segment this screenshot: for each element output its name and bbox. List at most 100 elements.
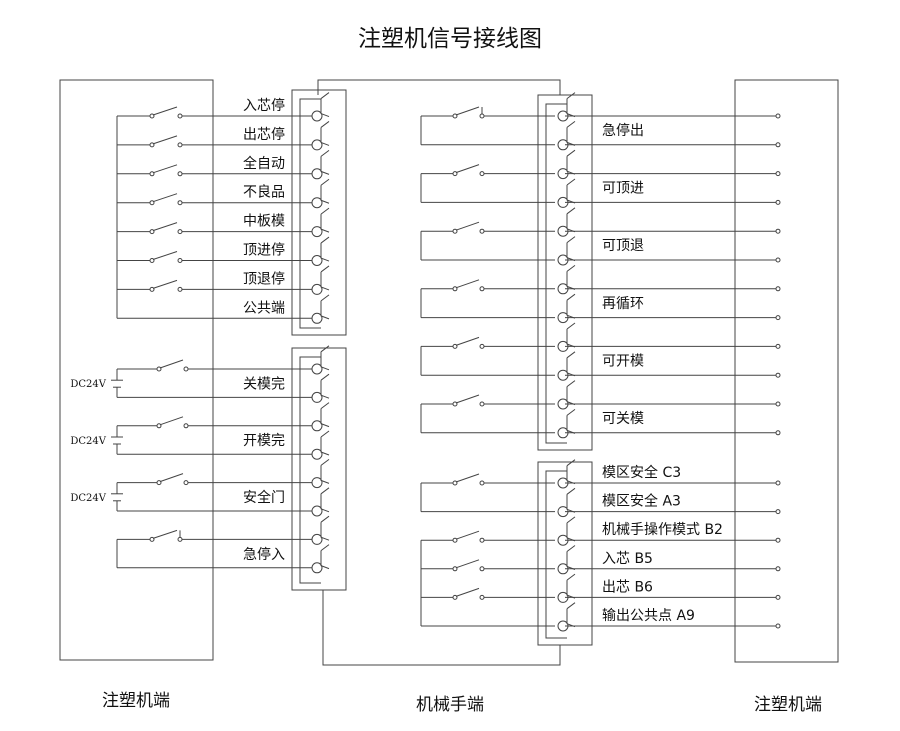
input-label-6: 顶进停	[243, 242, 285, 259]
switch-contact	[479, 286, 485, 292]
mode-label-5: 出芯 B6	[602, 579, 653, 595]
robot-box	[317, 79, 561, 666]
footer-middle-label: 机械手端	[416, 695, 484, 715]
dc24v-label: DC24V	[70, 436, 106, 447]
terminal-screw	[311, 562, 323, 574]
switch-blade	[152, 529, 178, 539]
output-terminal	[775, 286, 781, 292]
terminal-screw	[311, 168, 323, 180]
signal-label-4: 急停入	[243, 546, 285, 563]
output-label-1: 急停出	[602, 122, 644, 139]
terminal-block-inner	[545, 470, 567, 639]
terminal-screw	[311, 420, 323, 432]
output-terminal	[775, 537, 781, 543]
mode-label-1: 模区安全 C3	[602, 464, 681, 481]
terminal-clamps	[320, 345, 330, 570]
switch-contact	[183, 366, 189, 372]
switch-contact	[452, 566, 458, 572]
switch-contact	[183, 423, 189, 429]
switch-blade	[455, 559, 480, 569]
terminal-screw	[311, 283, 323, 295]
input-label-3: 全自动	[243, 155, 285, 172]
switch-contact	[183, 480, 189, 486]
switch-blade	[152, 222, 178, 232]
switch-contact	[149, 171, 155, 177]
switch-contact	[149, 286, 155, 292]
input-label-4: 不良品	[243, 185, 285, 201]
switch-contact	[452, 286, 458, 292]
terminal-block-inner	[299, 356, 321, 584]
switch-contact	[156, 366, 162, 372]
switch-contact	[177, 258, 183, 263]
terminal-screw	[311, 197, 323, 209]
switch-contact	[177, 286, 183, 292]
switch-contact	[452, 228, 458, 234]
switch-contact	[177, 171, 183, 177]
switch-blade	[159, 416, 184, 426]
output-terminal	[775, 623, 781, 629]
switch-blade	[152, 279, 178, 289]
diagram-title: 注塑机信号接线图	[358, 26, 542, 52]
output-terminal	[775, 480, 781, 486]
terminal-screw	[311, 505, 323, 517]
switch-blade	[455, 106, 480, 116]
switch-blade	[152, 193, 178, 203]
switch-blade	[455, 164, 480, 174]
output-terminal	[775, 566, 781, 572]
switch-blade	[152, 135, 178, 145]
switch-blade	[159, 473, 184, 483]
output-terminal	[775, 594, 781, 600]
switch-contact	[452, 401, 458, 407]
terminal-screw	[311, 312, 323, 324]
terminal-block	[291, 347, 347, 591]
switch-contact	[452, 480, 458, 486]
switch-contact	[479, 401, 485, 407]
switch-blade	[152, 106, 178, 116]
switch-blade	[455, 279, 480, 289]
dc24v-label: DC24V	[70, 493, 106, 504]
switch-contact	[156, 480, 162, 486]
switch-blade	[152, 164, 178, 174]
switch-contact	[149, 536, 155, 542]
switch-contact	[479, 566, 485, 572]
switch-blade	[455, 530, 480, 540]
terminal-screw	[311, 477, 323, 489]
switch-blade	[152, 251, 178, 260]
terminal-block	[291, 89, 347, 336]
switch-contact	[479, 537, 485, 543]
terminal-screw	[311, 226, 323, 238]
terminal-screw	[311, 139, 323, 151]
terminal-clamps	[320, 92, 330, 320]
output-terminal	[775, 372, 781, 378]
switch-contact	[177, 229, 183, 235]
output-terminal	[775, 142, 781, 148]
switch-contact	[156, 423, 162, 429]
signal-label-2: 开模完	[243, 433, 285, 449]
mode-label-4: 入芯 B5	[602, 551, 653, 567]
switch-contact	[452, 537, 458, 543]
output-terminal	[775, 257, 781, 263]
mode-label-6: 输出公共点 A9	[602, 608, 695, 624]
terminal-block	[537, 94, 593, 451]
switch-blade	[455, 473, 480, 483]
switch-contact	[452, 171, 458, 177]
signal-label-1: 关模完	[243, 376, 285, 392]
input-label-5: 中板模	[243, 214, 285, 230]
input-label-7: 顶退停	[243, 270, 285, 287]
switch-contact	[177, 200, 183, 206]
switch-contact	[149, 113, 155, 119]
signal-label-3: 安全门	[243, 489, 285, 506]
terminal-screw	[311, 363, 323, 375]
output-terminal	[775, 113, 781, 119]
switch-contact	[452, 594, 458, 600]
switch-blade	[455, 221, 480, 231]
switch-contact	[479, 113, 485, 119]
switch-contact	[149, 200, 155, 206]
terminal-screw	[311, 448, 323, 460]
switch-blade	[455, 394, 480, 404]
output-label-6: 可关模	[602, 411, 644, 427]
switch-contact	[177, 142, 183, 148]
switch-contact	[149, 229, 155, 235]
terminal-screw	[311, 533, 323, 545]
